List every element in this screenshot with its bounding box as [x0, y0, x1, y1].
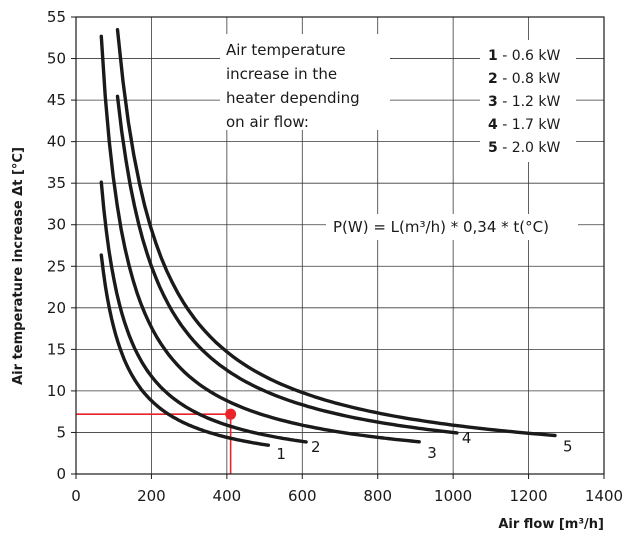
x-axis-title: Air flow [m³/h] [498, 517, 604, 532]
plot-frame [75, 16, 605, 475]
series-line-5 [115, 28, 557, 438]
curve-label-3: 3 [427, 444, 437, 462]
info-note: Air temperature increase in the heater d… [220, 34, 390, 131]
tick-labels: 0 200 400 600 800 1000 1200 1400051015202530354… [47, 8, 623, 505]
x-tick-label: 200 [137, 487, 166, 505]
series-line-2 [99, 180, 308, 444]
series-line-1 [99, 253, 270, 447]
curve-label-1: 1 [276, 445, 286, 463]
legend-item-2: 2 - 0.8 kW [488, 71, 561, 87]
curve-label-5: 5 [563, 438, 573, 456]
y-tick-label: 40 [47, 133, 66, 151]
x-tick-label: 800 [363, 487, 392, 505]
y-tick-label: 50 [47, 50, 66, 68]
formula-text: P(W) = L(m³/h) * 0,34 * t(°C) [333, 218, 549, 236]
curve-label-4: 4 [462, 429, 472, 447]
note-line-1: Air temperature [226, 41, 346, 59]
y-tick-label: 15 [47, 340, 66, 358]
legend-backdrop [480, 40, 576, 162]
y-tick-label: 25 [47, 257, 66, 275]
formula-backdrop [326, 214, 578, 240]
curve-label-2: 2 [311, 438, 321, 456]
series-line-4 [115, 94, 459, 435]
y-axis-title: Air temperature increase Δt [°C] [11, 147, 26, 385]
legend: 1 - 0.6 kW 2 - 0.8 kW 3 - 1.2 kW 4 - 1.7 kW… [480, 40, 576, 162]
legend-item-5: 5 - 2.0 kW [488, 140, 561, 156]
note-line-2: increase in the [226, 65, 337, 83]
legend-item-4: 4 - 1.7 kW [488, 117, 561, 133]
x-tick-label: 600 [288, 487, 317, 505]
y-tick-label: 45 [47, 91, 66, 109]
y-tick-label: 55 [47, 8, 66, 26]
y-tick-label: 30 [47, 216, 66, 234]
y-tick-label: 0 [56, 465, 66, 483]
y-tick-label: 35 [47, 174, 66, 192]
x-tick-label: 0 [71, 487, 81, 505]
legend-item-3: 3 - 1.2 kW [488, 94, 561, 110]
note-backdrop [220, 34, 390, 130]
y-tick-label: 5 [56, 423, 66, 441]
x-tick-label: 1000 [434, 487, 472, 505]
highlight-marker [225, 408, 237, 420]
y-tick-label: 20 [47, 299, 66, 317]
note-line-3: heater depending [226, 89, 360, 107]
series-lines: 1 2 3 4 5 [99, 28, 573, 463]
legend-item-1: 1 - 0.6 kW [488, 48, 561, 64]
x-tick-label: 1400 [585, 487, 623, 505]
series-line-3 [99, 34, 421, 444]
x-tick-label: 1200 [509, 487, 547, 505]
formula: P(W) = L(m³/h) * 0,34 * t(°C) [326, 214, 578, 240]
note-line-4: on air flow: [226, 113, 309, 131]
x-tick-label: 400 [213, 487, 242, 505]
marker-guides [76, 408, 237, 474]
y-tick-label: 10 [47, 382, 66, 400]
